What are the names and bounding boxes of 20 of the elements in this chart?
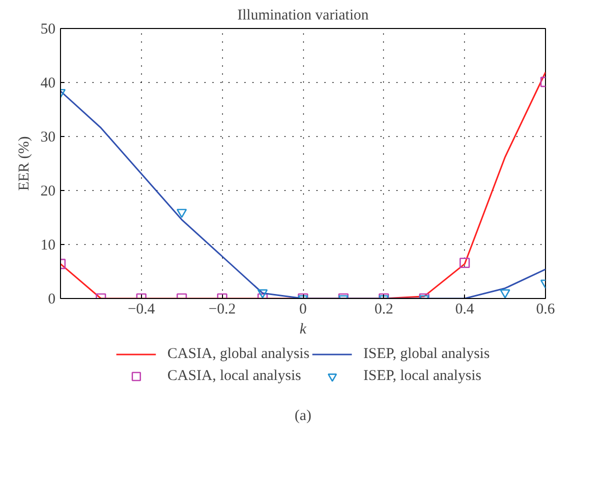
legend-label: ISEP, global analysis <box>363 346 490 362</box>
y-axis-title: EER (%) <box>16 136 32 191</box>
x-tick-label: 0.2 <box>374 302 394 318</box>
legend-label: CASIA, local analysis <box>167 368 302 384</box>
x-tick-label: 0 <box>299 302 307 318</box>
x-tick-label: 0.4 <box>455 302 475 318</box>
legend-label: ISEP, local analysis <box>363 368 482 384</box>
x-axis-title: k <box>300 322 307 338</box>
y-tick-label: 20 <box>40 184 56 200</box>
chart-title: Illumination variation <box>237 8 370 24</box>
legend-label: CASIA, global analysis <box>167 346 310 362</box>
x-tick-label: −0.4 <box>128 302 156 318</box>
x-tick-label: 0.6 <box>536 302 556 318</box>
text: (a) <box>294 408 312 424</box>
y-tick-label: 10 <box>40 238 56 254</box>
y-tick-label: 50 <box>40 22 56 38</box>
y-tick-label: 30 <box>40 130 56 146</box>
x-tick-label: −0.2 <box>208 302 236 318</box>
y-tick-label: 0 <box>48 292 56 308</box>
y-tick-label: 40 <box>40 76 56 92</box>
